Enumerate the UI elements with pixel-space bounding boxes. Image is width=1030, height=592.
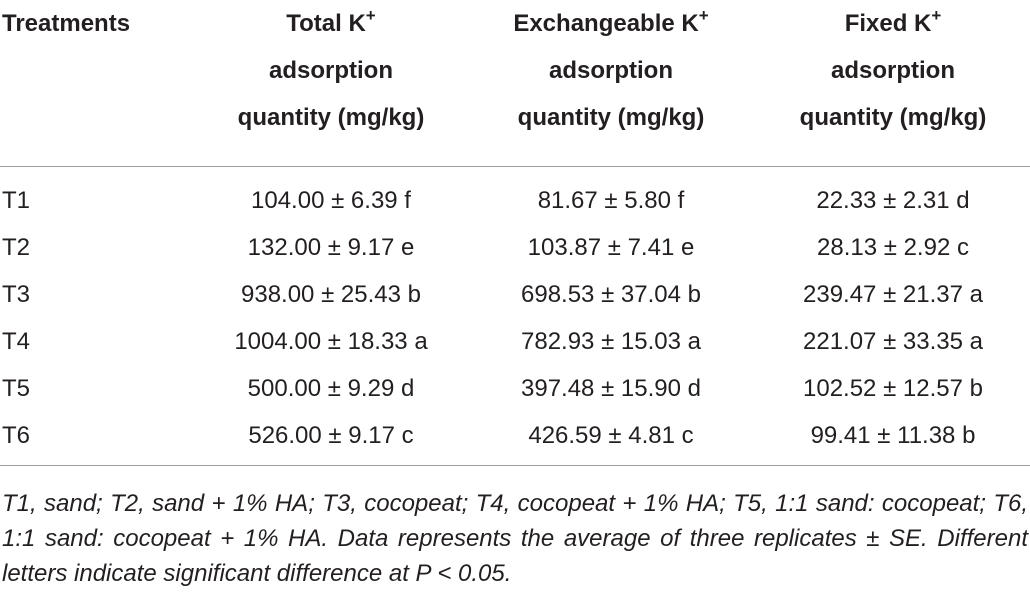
cell-exchangeable: 698.53 ± 37.04 b <box>521 280 701 308</box>
cell-fixed: 28.13 ± 2.92 c <box>817 233 969 261</box>
header-total-line1: Total K+ <box>196 0 466 47</box>
header-fixed-line3: quantity (mg/kg) <box>799 104 987 131</box>
header-fixed-line2: adsorption <box>831 57 955 84</box>
cell-fixed: 102.52 ± 12.57 b <box>803 374 983 402</box>
cell-fixed: 22.33 ± 2.31 d <box>816 186 970 214</box>
header-fixed-superscript: + <box>931 6 942 25</box>
header-exchangeable-k: Exchangeable K+ adsorption quantity (mg/… <box>466 0 756 167</box>
cell-total: 132.00 ± 9.17 e <box>247 233 415 261</box>
cell-total: 938.00 ± 25.43 b <box>241 280 421 308</box>
table-row: T5 500.00 ± 9.29 d 397.48 ± 15.90 d 102.… <box>0 365 1030 412</box>
header-exchangeable-superscript: + <box>698 6 709 25</box>
table-row: T1 104.00 ± 6.39 f 81.67 ± 5.80 f 22.33 … <box>0 166 1030 224</box>
cell-fixed: 221.07 ± 33.35 a <box>803 327 983 355</box>
header-exchangeable-line1-text: Exchangeable K <box>513 10 699 37</box>
table-footnote: T1, sand; T2, sand + 1% HA; T3, cocopeat… <box>2 490 1028 587</box>
adsorption-table: Treatments Total K+ adsorption quantity … <box>0 0 1030 466</box>
header-fixed-k: Fixed K+ adsorption quantity (mg/kg) <box>756 0 1030 167</box>
header-total-line3: quantity (mg/kg) <box>237 104 425 131</box>
cell-exchangeable: 426.59 ± 4.81 c <box>466 411 756 466</box>
cell-exchangeable: 397.48 ± 15.90 d <box>521 374 701 402</box>
cell-treatment: T3 <box>2 280 31 308</box>
table-row: T2 132.00 ± 9.17 e 103.87 ± 7.41 e 28.13… <box>0 224 1030 271</box>
cell-total: 500.00 ± 9.29 d <box>247 374 415 402</box>
cell-exchangeable: 81.67 ± 5.80 f <box>537 186 685 214</box>
table-header: Treatments Total K+ adsorption quantity … <box>0 0 1030 167</box>
cell-fixed: 239.47 ± 21.37 a <box>803 280 983 308</box>
header-exchangeable-line1: Exchangeable K+ <box>466 0 756 47</box>
cell-exchangeable: 103.87 ± 7.41 e <box>527 233 695 261</box>
cell-treatment: T6 <box>0 411 196 466</box>
cell-treatment: T2 <box>2 233 31 261</box>
cell-total: 1004.00 ± 18.33 a <box>234 327 428 355</box>
header-total-superscript: + <box>365 6 376 25</box>
header-row: Treatments Total K+ adsorption quantity … <box>0 0 1030 167</box>
header-total-line2: adsorption <box>269 57 393 84</box>
header-fixed-line1: Fixed K+ <box>756 0 1030 47</box>
table-row: T4 1004.00 ± 18.33 a 782.93 ± 15.03 a 22… <box>0 318 1030 365</box>
cell-treatment: T5 <box>2 374 31 402</box>
cell-total: 526.00 ± 9.17 c <box>196 411 466 466</box>
header-total-line1-text: Total K <box>286 10 366 37</box>
table-row: T6 526.00 ± 9.17 c 426.59 ± 4.81 c 99.41… <box>0 411 1030 466</box>
header-exchangeable-line3: quantity (mg/kg) <box>517 104 705 131</box>
header-exchangeable-line2: adsorption <box>549 57 673 84</box>
cell-treatment: T4 <box>2 327 31 355</box>
cell-treatment: T1 <box>2 186 31 214</box>
cell-exchangeable: 782.93 ± 15.03 a <box>521 327 701 355</box>
table-row: T3 938.00 ± 25.43 b 698.53 ± 37.04 b 239… <box>0 271 1030 318</box>
header-fixed-line1-text: Fixed K <box>844 10 932 37</box>
cell-total: 104.00 ± 6.39 f <box>251 186 411 214</box>
header-treatments: Treatments <box>0 0 196 167</box>
header-total-k: Total K+ adsorption quantity (mg/kg) <box>196 0 466 167</box>
table-body: T1 104.00 ± 6.39 f 81.67 ± 5.80 f 22.33 … <box>0 166 1030 466</box>
header-treatments-label: Treatments <box>2 10 131 37</box>
cell-fixed: 99.41 ± 11.38 b <box>756 411 1030 466</box>
